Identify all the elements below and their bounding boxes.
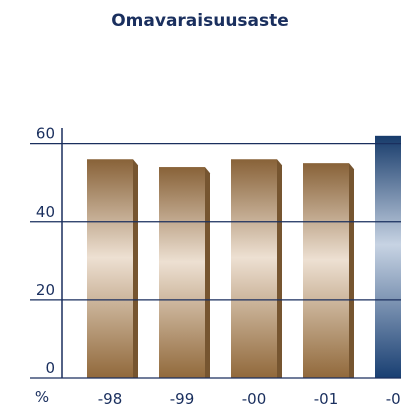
bar [303, 163, 349, 378]
bar [231, 159, 277, 378]
bar-side [277, 159, 282, 378]
chart-title: Omavaraisuusaste [111, 11, 289, 31]
bar [375, 135, 401, 378]
bar-side [205, 167, 210, 378]
bar-side [349, 163, 354, 378]
x-tick-label: -02 [386, 390, 401, 405]
x-tick-label: -99 [170, 390, 195, 405]
x-tick-label: -98 [98, 390, 123, 405]
bar [159, 167, 205, 378]
x-tick-label: -01 [314, 390, 339, 405]
y-axis-unit: % [35, 388, 49, 405]
y-tick-label: 0 [45, 359, 55, 377]
y-tick-label: 60 [36, 125, 55, 143]
x-tick-label: -00 [242, 390, 267, 405]
y-tick-label: 20 [36, 281, 55, 299]
bar [87, 159, 133, 378]
y-tick-label: 40 [36, 203, 55, 221]
bar-side [133, 159, 138, 378]
